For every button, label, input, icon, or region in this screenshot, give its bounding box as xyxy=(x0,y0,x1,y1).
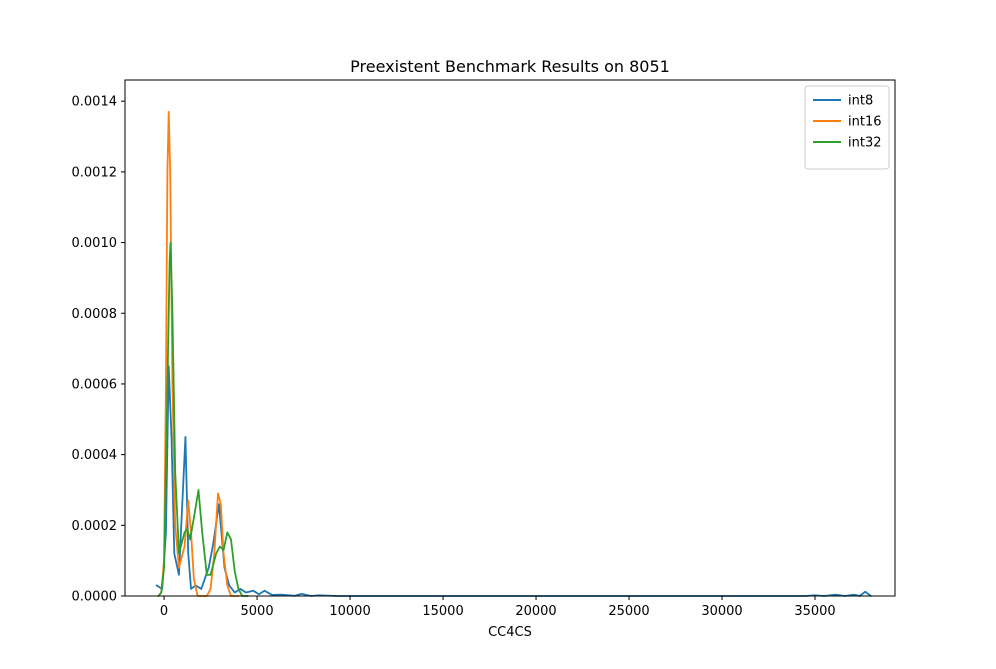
x-tick-label: 30000 xyxy=(701,604,742,619)
legend-box xyxy=(804,85,890,170)
plot-area xyxy=(125,80,895,596)
legend-label-int16: int16 xyxy=(848,115,882,130)
y-tick-label: 0.0004 xyxy=(72,448,118,463)
legend: int8 int16 int32 xyxy=(804,85,890,170)
legend-label-int32: int32 xyxy=(848,136,882,151)
y-axis: 0.0000 0.0002 0.0004 0.0006 0.0008 0.0010 0.00… xyxy=(72,95,125,605)
y-tick-label: 0.0006 xyxy=(72,377,118,392)
series-line-int16 xyxy=(157,110,240,597)
y-tick-label: 0.0012 xyxy=(72,165,118,180)
plot-frame xyxy=(124,79,896,597)
x-tick-label: 5000 xyxy=(241,604,274,619)
x-tick-label: 25000 xyxy=(608,604,649,619)
x-axis-label: CC4CS xyxy=(488,625,532,640)
x-tick-label: 35000 xyxy=(794,604,835,619)
x-tick-label: 15000 xyxy=(422,604,463,619)
chart-title: Preexistent Benchmark Results on 8051 xyxy=(350,57,670,76)
y-tick-label: 0.0014 xyxy=(72,95,118,110)
legend-label-int8: int8 xyxy=(848,94,873,109)
x-tick-label: 20000 xyxy=(515,604,556,619)
y-tick-label: 0.0000 xyxy=(72,590,118,605)
x-axis: 0 5000 10000 15000 20000 25000 30000 35000 xyxy=(160,596,836,619)
y-tick-label: 0.0002 xyxy=(72,519,118,534)
x-tick-label: 10000 xyxy=(329,604,370,619)
y-tick-label: 0.0008 xyxy=(72,307,118,322)
y-tick-label: 0.0010 xyxy=(72,236,118,251)
x-tick-label: 0 xyxy=(160,604,168,619)
series-line-int32 xyxy=(157,241,249,597)
